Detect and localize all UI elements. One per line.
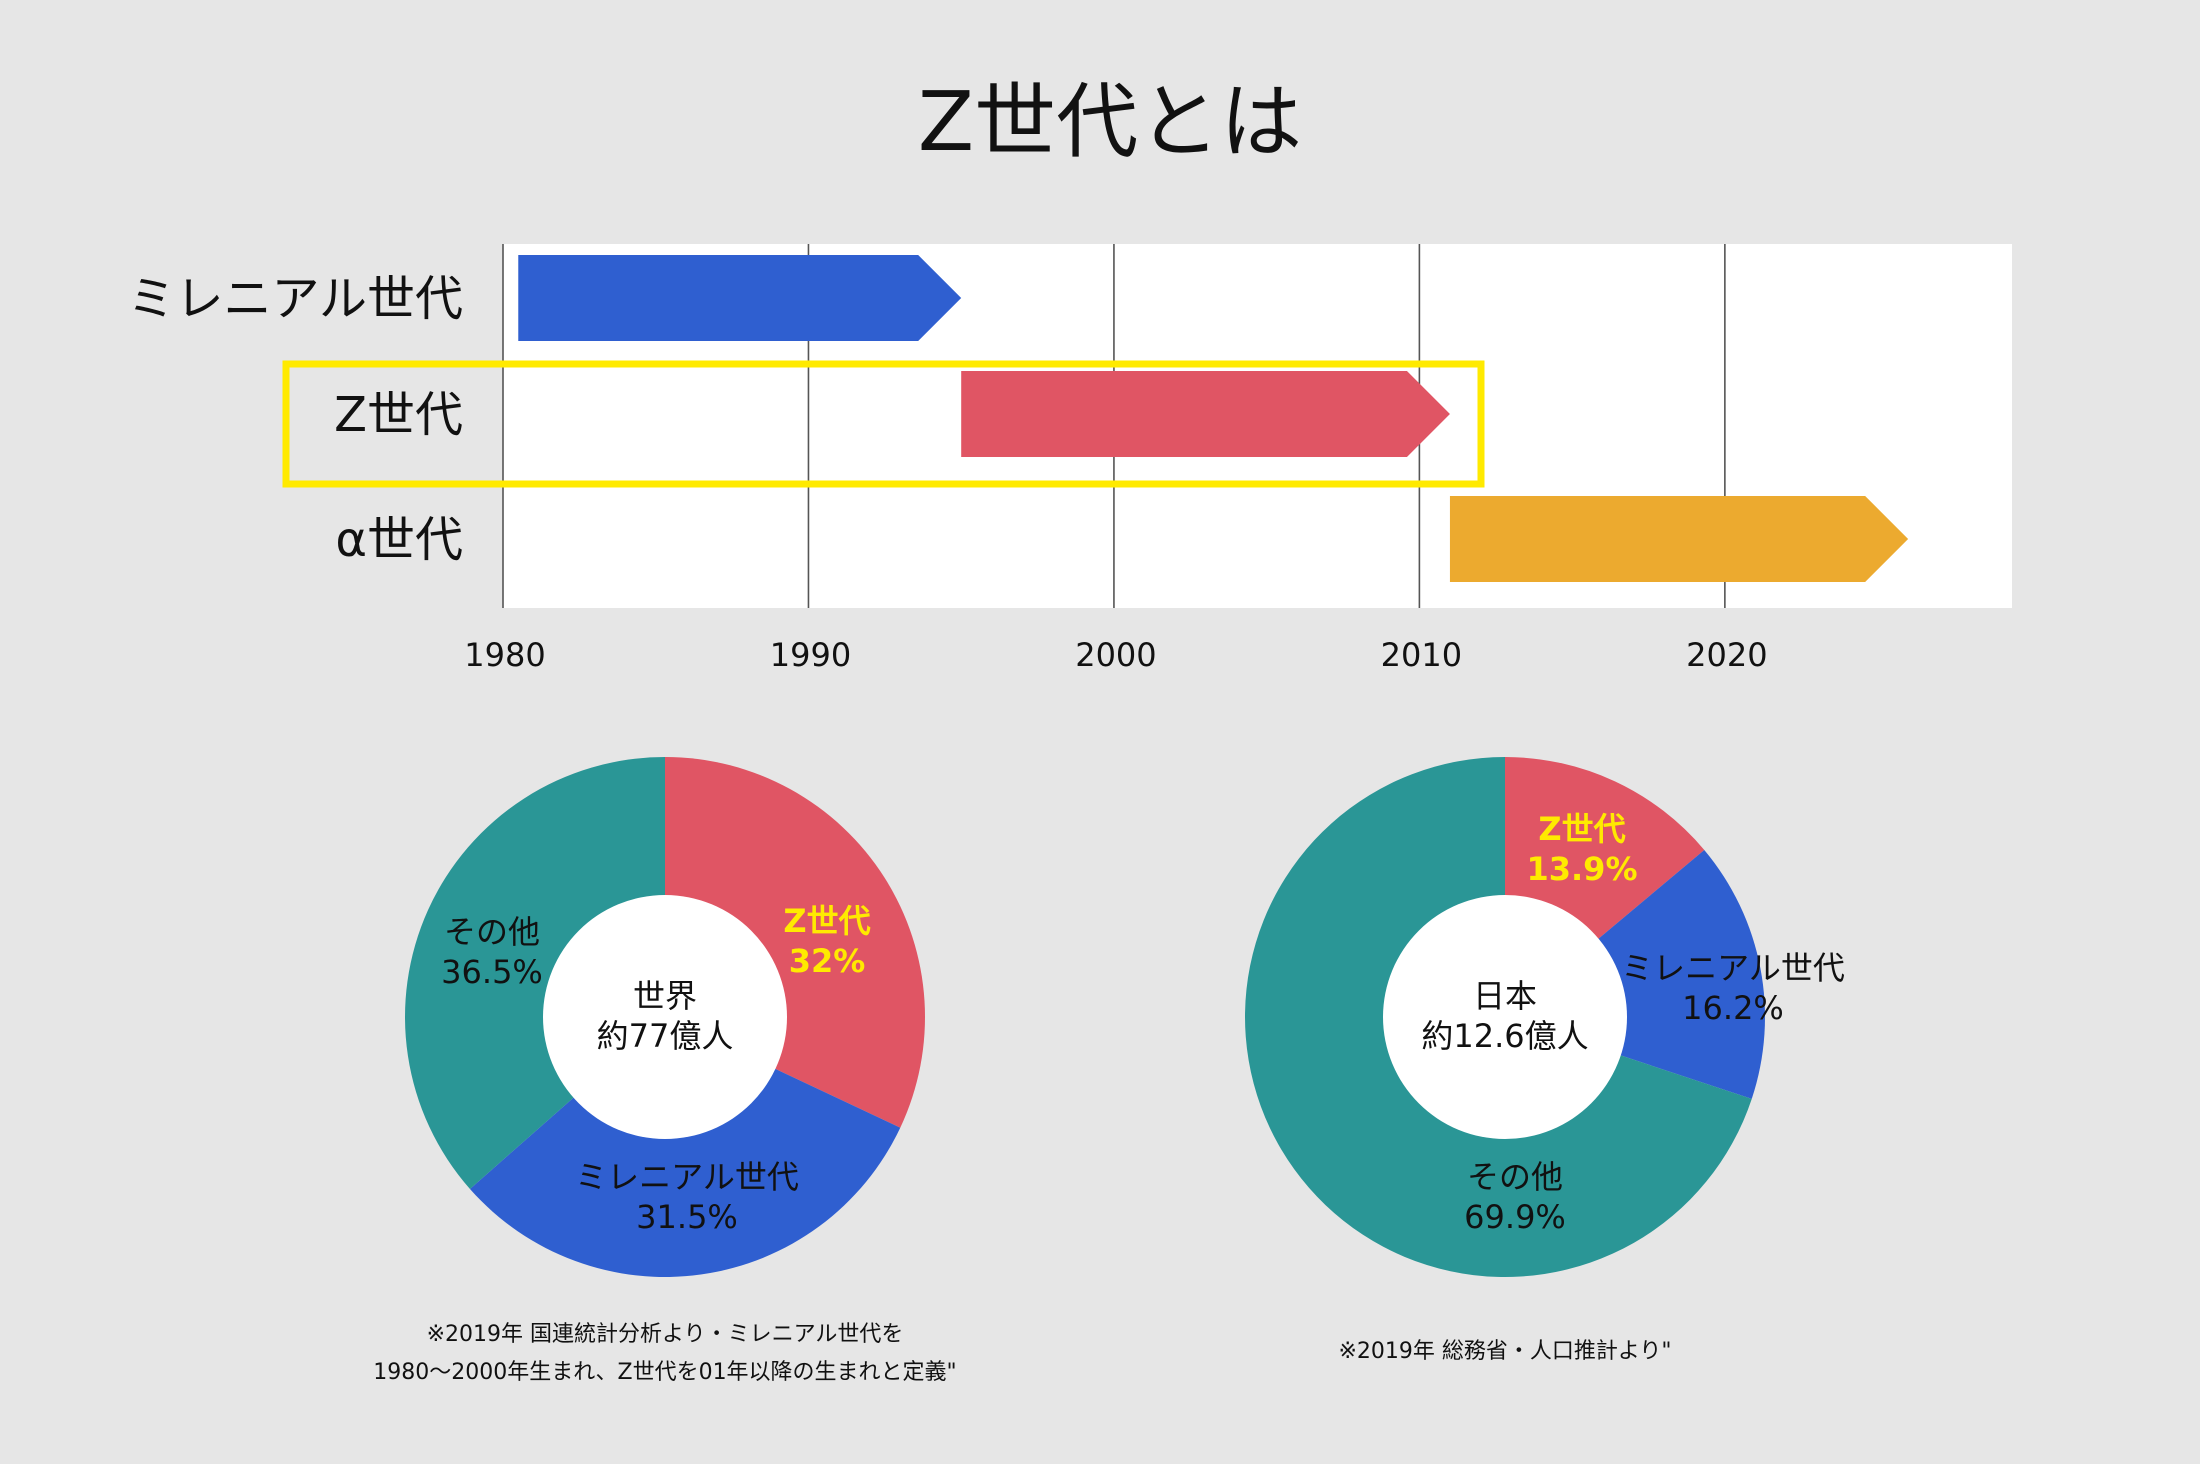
page-title: Z世代とは	[918, 75, 1302, 170]
slice-value-genz: 13.9%	[1526, 850, 1637, 888]
center-label-line-1: 日本	[1473, 977, 1537, 1015]
category-label-alpha: α世代	[335, 512, 463, 568]
x-tick-label-1980: 1980	[464, 636, 545, 674]
center-label-line-2: 約77億人	[597, 1017, 734, 1055]
slice-value-genz: 32%	[789, 942, 866, 980]
source-note-line-2: 1980〜2000年生まれ、Z世代を01年以降の生まれと定義"	[373, 1360, 956, 1385]
generation-timeline-chart: 1980 1990 2000 2010 2020 ミレニアル世代 Z世代 α世代	[127, 244, 2012, 674]
highlight-frame-genz	[282, 360, 1485, 488]
x-tick-label-2020: 2020	[1686, 636, 1767, 674]
x-tick-label-2000: 2000	[1075, 636, 1156, 674]
slice-other	[405, 757, 665, 1189]
category-label-genz: Z世代	[334, 387, 463, 443]
donut-hole	[543, 895, 787, 1139]
alpha-range-bar	[1449, 496, 1909, 582]
x-tick-label-1990: 1990	[770, 636, 851, 674]
genz-range-bar	[961, 371, 1450, 457]
center-label-line-1: 世界	[633, 977, 697, 1015]
x-tick-label-2010: 2010	[1381, 636, 1462, 674]
donut-hole	[1383, 895, 1627, 1139]
slice-millennial	[469, 1017, 901, 1277]
slice-label-genz: Z世代	[1538, 810, 1625, 848]
millennial-range-bar	[518, 255, 962, 341]
center-label-line-2: 約12.6億人	[1421, 1017, 1588, 1055]
source-note-line-1: ※2019年 総務省・人口推計より"	[1338, 1339, 1671, 1364]
category-label-millennial: ミレニアル世代	[127, 271, 463, 327]
slice-label-millennial: ミレニアル世代	[1621, 949, 1845, 987]
slice-label-millennial: ミレニアル世代	[575, 1158, 799, 1196]
source-note-line-1: ※2019年 国連統計分析より・ミレニアル世代を	[427, 1322, 904, 1347]
slice-label-genz: Z世代	[783, 902, 870, 940]
slice-value-other: 36.5%	[441, 953, 543, 991]
slice-label-other: その他	[1467, 1158, 1563, 1196]
slice-label-other: その他	[444, 913, 540, 951]
slice-value-other: 69.9%	[1464, 1198, 1566, 1236]
slice-value-millennial: 16.2%	[1682, 989, 1784, 1027]
slice-value-millennial: 31.5%	[636, 1198, 738, 1236]
